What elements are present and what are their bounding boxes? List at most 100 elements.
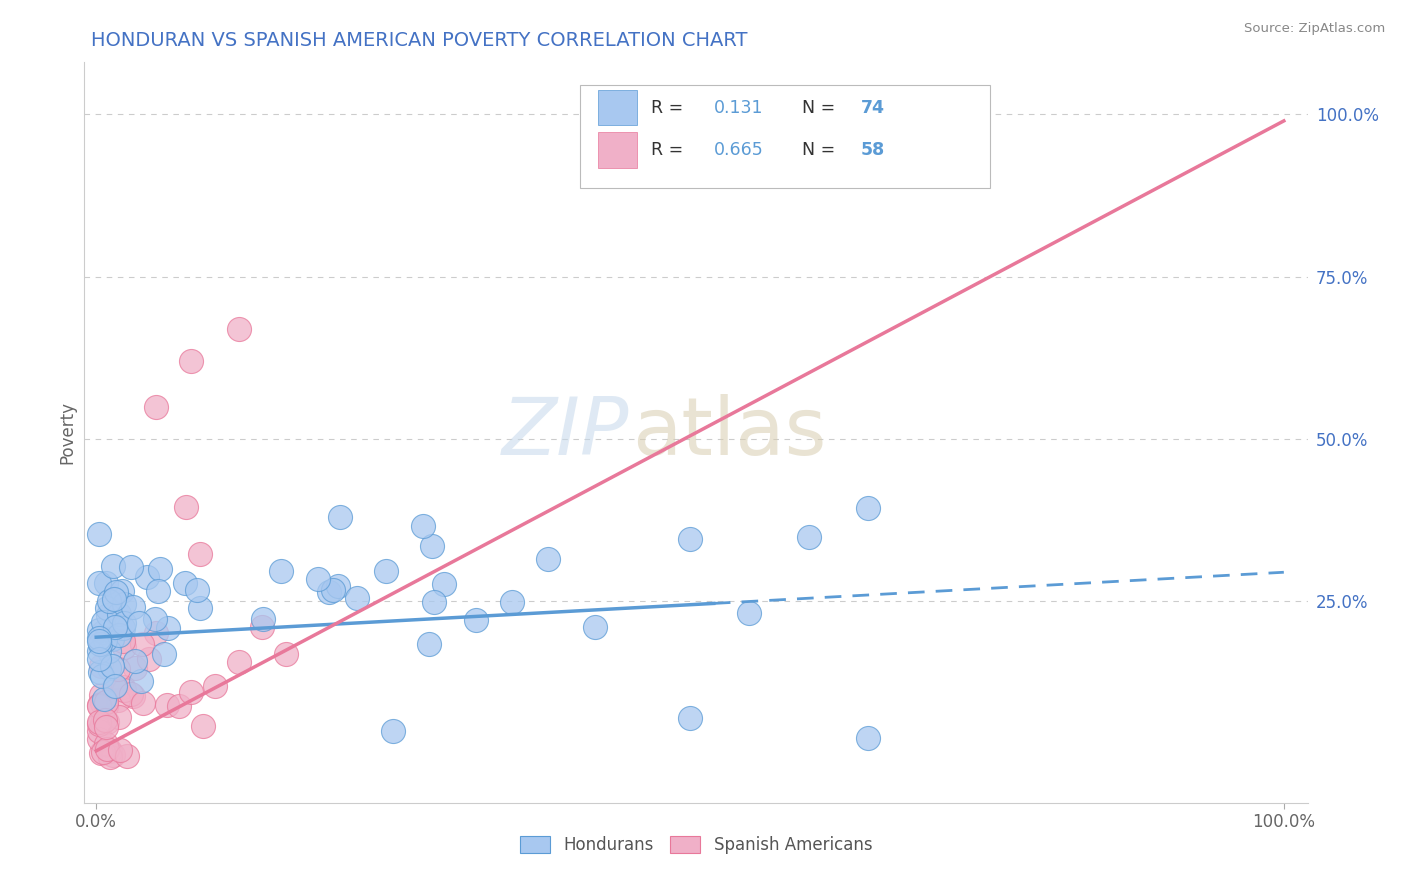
Point bbox=[87, 652, 110, 666]
Point bbox=[103, 681, 125, 695]
Point bbox=[107, 628, 129, 642]
Point bbox=[94, 713, 117, 727]
Point bbox=[186, 582, 208, 597]
Point bbox=[112, 598, 135, 612]
Point bbox=[180, 354, 202, 368]
Text: ZIP: ZIP bbox=[502, 393, 628, 472]
Point bbox=[89, 699, 111, 714]
Point bbox=[107, 662, 129, 676]
Point bbox=[228, 322, 250, 336]
Point bbox=[104, 620, 127, 634]
Point bbox=[94, 720, 117, 734]
FancyBboxPatch shape bbox=[598, 132, 637, 168]
Point bbox=[89, 527, 111, 541]
Point bbox=[101, 632, 124, 647]
FancyBboxPatch shape bbox=[579, 85, 990, 188]
Point bbox=[188, 547, 211, 561]
Point bbox=[120, 687, 142, 701]
Point bbox=[252, 611, 274, 625]
Point bbox=[180, 685, 202, 699]
Point bbox=[149, 562, 172, 576]
Text: R =: R = bbox=[651, 141, 689, 159]
Point bbox=[412, 518, 434, 533]
Point bbox=[110, 742, 132, 756]
Point bbox=[174, 576, 197, 591]
Point bbox=[90, 689, 112, 703]
Point bbox=[111, 633, 134, 648]
Point bbox=[96, 738, 118, 752]
Text: 0.131: 0.131 bbox=[714, 99, 763, 117]
Text: 0.665: 0.665 bbox=[714, 141, 763, 159]
Point bbox=[97, 594, 120, 608]
Point bbox=[108, 710, 131, 724]
Point bbox=[91, 624, 114, 639]
Point bbox=[87, 624, 110, 638]
Point bbox=[145, 625, 167, 640]
Point bbox=[191, 719, 214, 733]
Point bbox=[104, 584, 127, 599]
Point bbox=[329, 510, 352, 524]
Legend: Hondurans, Spanish Americans: Hondurans, Spanish Americans bbox=[513, 830, 879, 861]
Text: N =: N = bbox=[803, 99, 841, 117]
Point bbox=[89, 665, 111, 679]
Point bbox=[98, 644, 121, 658]
Point bbox=[418, 638, 440, 652]
Point bbox=[97, 608, 120, 623]
Point bbox=[98, 750, 121, 764]
Point bbox=[276, 647, 298, 661]
Point bbox=[583, 620, 606, 634]
Point bbox=[252, 620, 274, 634]
Point bbox=[93, 632, 115, 647]
Point bbox=[501, 595, 523, 609]
Point bbox=[145, 400, 167, 414]
Point bbox=[91, 745, 114, 759]
Point bbox=[382, 724, 405, 739]
Point bbox=[174, 500, 197, 514]
Point bbox=[122, 600, 145, 615]
Point bbox=[536, 552, 558, 566]
Point bbox=[120, 560, 142, 574]
Point bbox=[87, 714, 110, 729]
Point bbox=[112, 621, 135, 635]
Point bbox=[318, 584, 340, 599]
Point bbox=[89, 631, 111, 645]
Point bbox=[90, 746, 112, 760]
Point bbox=[131, 637, 153, 651]
Point bbox=[96, 699, 118, 714]
Point bbox=[856, 501, 879, 516]
Point bbox=[131, 673, 153, 688]
Point bbox=[156, 621, 179, 635]
Point bbox=[96, 741, 118, 756]
Point bbox=[124, 661, 146, 675]
Point bbox=[128, 615, 150, 630]
Point bbox=[96, 576, 118, 591]
Point bbox=[797, 530, 820, 544]
Point bbox=[433, 577, 456, 591]
Point bbox=[107, 693, 129, 707]
Point bbox=[98, 660, 121, 674]
Point bbox=[93, 692, 115, 706]
Point bbox=[112, 680, 135, 694]
Point bbox=[679, 711, 702, 725]
Y-axis label: Poverty: Poverty bbox=[58, 401, 76, 464]
Point bbox=[148, 584, 170, 599]
Point bbox=[87, 731, 110, 746]
Point bbox=[91, 615, 114, 630]
Point bbox=[136, 570, 159, 584]
Point bbox=[152, 647, 174, 661]
Point bbox=[87, 634, 110, 648]
Point bbox=[856, 731, 879, 745]
Point bbox=[422, 595, 444, 609]
Point bbox=[91, 696, 114, 710]
Point bbox=[103, 592, 125, 607]
Point bbox=[108, 607, 131, 621]
Point bbox=[679, 533, 702, 547]
Point bbox=[124, 654, 146, 668]
Point bbox=[91, 716, 114, 731]
Point bbox=[101, 748, 124, 763]
Text: R =: R = bbox=[651, 99, 689, 117]
Point bbox=[94, 695, 117, 709]
Point bbox=[132, 696, 155, 710]
Point bbox=[87, 643, 110, 657]
Point bbox=[328, 579, 350, 593]
